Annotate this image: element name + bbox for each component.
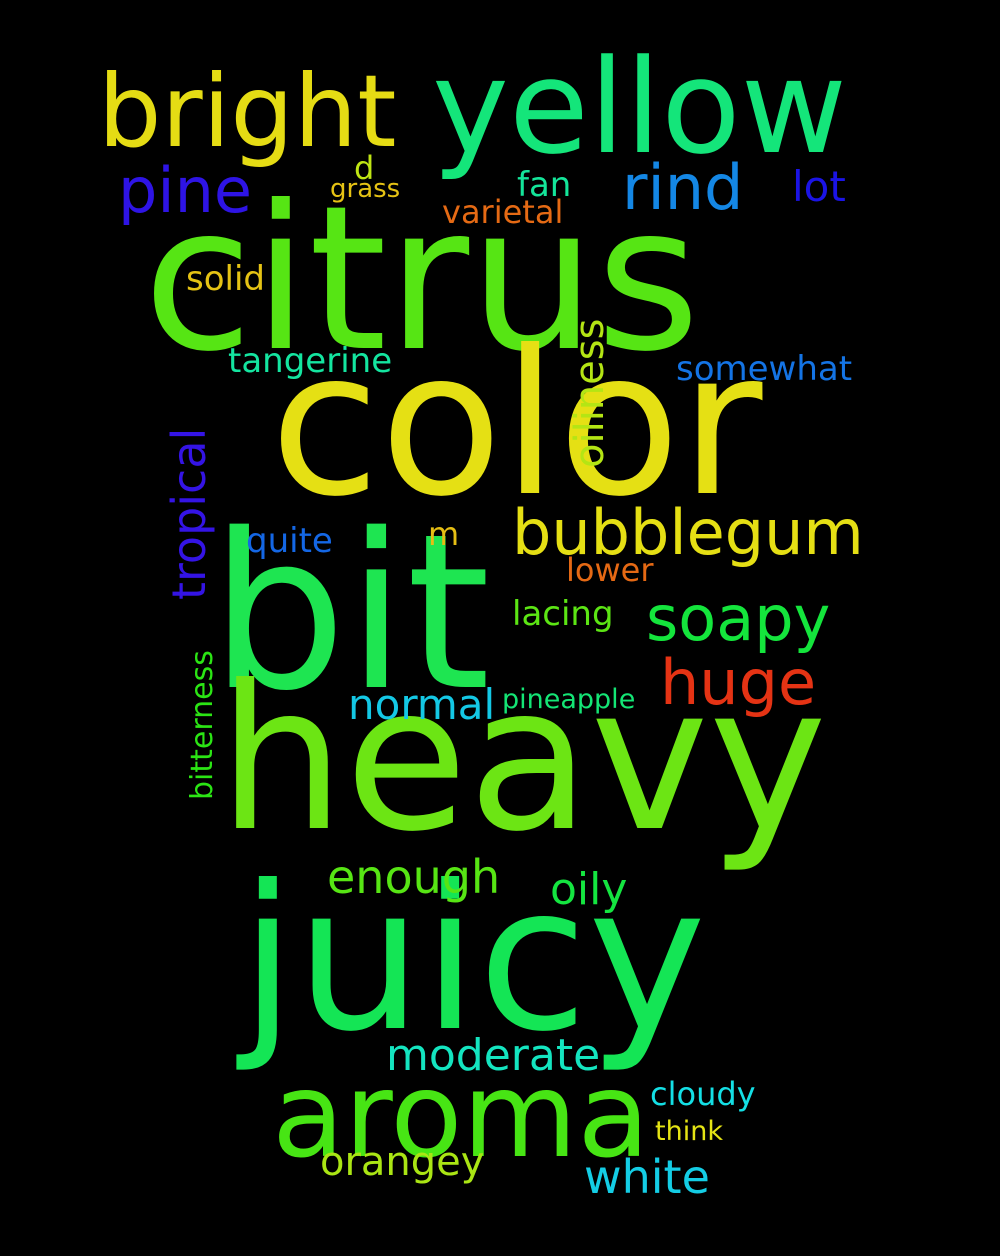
word-somewhat: somewhat [676,349,853,389]
word-enough: enough [327,850,501,904]
word-lacing: lacing [512,594,614,634]
word-varietal: varietal [442,193,564,231]
word-lower: lower [566,551,654,589]
word-color: color [270,308,763,541]
word-d: d [354,149,375,187]
word-pineapple: pineapple [502,684,636,715]
word-tropical: tropical [162,427,216,600]
word-moderate: moderate [386,1030,601,1081]
word-bright: bright [98,53,397,170]
word-oily: oily [550,864,628,915]
word-solid: solid [186,259,265,299]
word-aroma: aroma [272,1046,650,1184]
word-oiliness: oiliness [567,318,613,468]
word-huge: huge [660,646,817,719]
word-normal: normal [348,680,496,729]
word-white: white [584,1150,710,1204]
word-yellow: yellow [432,31,848,183]
word-heavy: heavy [218,643,828,876]
word-juicy: juicy [240,843,707,1076]
word-soapy: soapy [646,582,831,655]
word-rind: rind [622,151,744,224]
word-fan: fan [517,165,572,205]
word-bubblegum: bubblegum [512,496,864,569]
word-cloudy: cloudy [650,1075,756,1113]
word-pine: pine [118,154,253,227]
word-tangerine: tangerine [228,341,393,381]
word-citrus: citrus [143,163,701,396]
word-bitterness: bitterness [185,650,220,800]
word-orangey: orangey [320,1139,485,1185]
word-bit: bit [210,487,491,738]
word-lot: lot [792,162,846,211]
word-think: think [655,1116,723,1147]
word-quite: quite [246,521,333,561]
word-grass: grass [330,174,401,204]
word-m: m [428,515,460,553]
